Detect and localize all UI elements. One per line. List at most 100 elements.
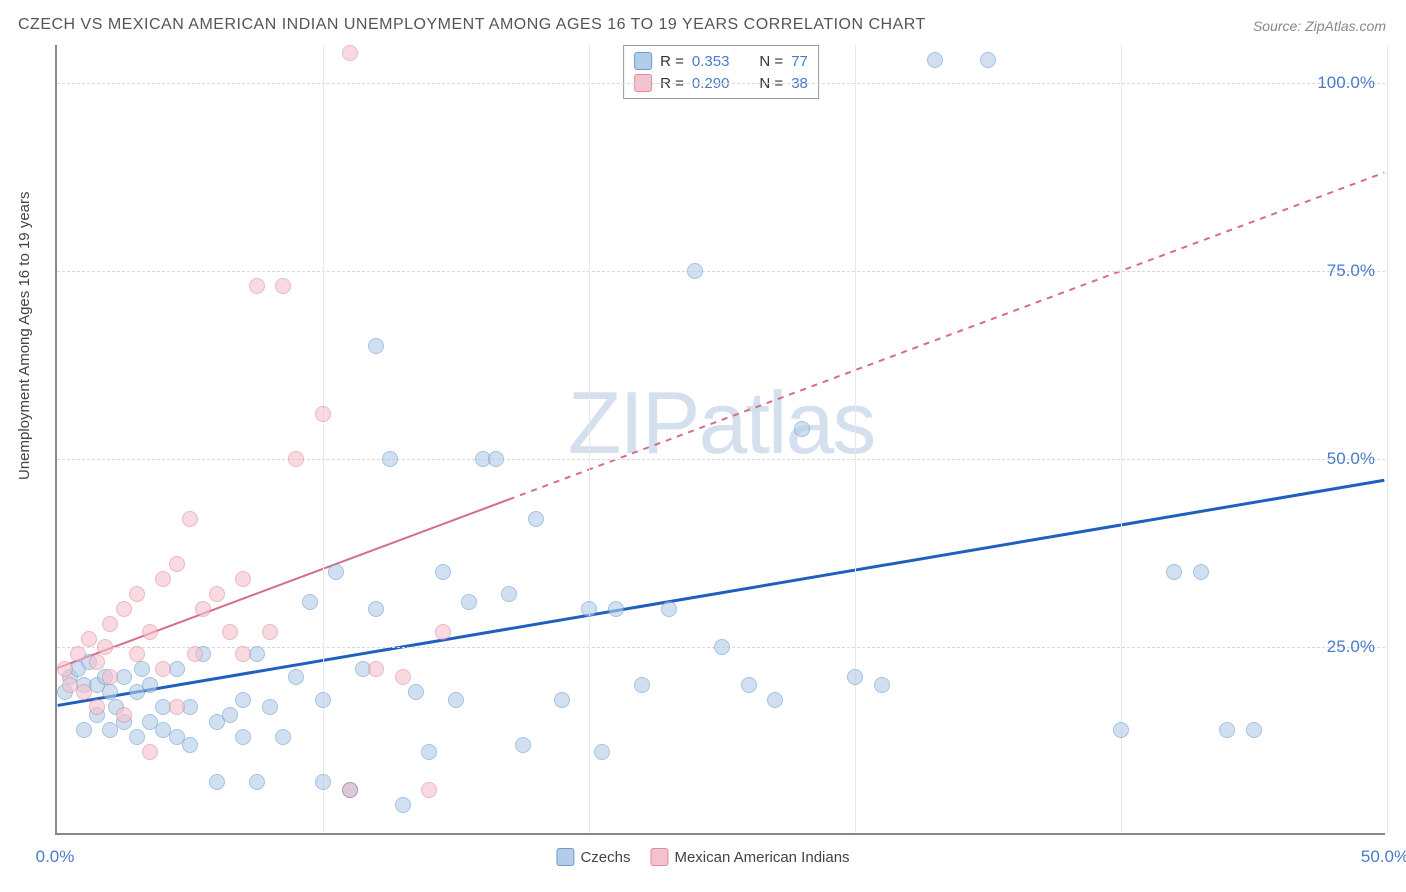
scatter-point: [235, 571, 251, 587]
scatter-point: [395, 669, 411, 685]
r-value: 0.353: [692, 53, 730, 70]
scatter-point: [874, 677, 890, 693]
scatter-point: [1166, 564, 1182, 580]
scatter-point: [155, 571, 171, 587]
series-legend: Czechs Mexican American Indians: [556, 848, 849, 866]
scatter-point: [262, 699, 278, 715]
correlation-chart: CZECH VS MEXICAN AMERICAN INDIAN UNEMPLO…: [0, 0, 1406, 892]
scatter-point: [169, 699, 185, 715]
scatter-point: [129, 586, 145, 602]
scatter-point: [315, 774, 331, 790]
scatter-point: [342, 45, 358, 61]
scatter-point: [927, 52, 943, 68]
scatter-point: [661, 601, 677, 617]
scatter-point: [102, 684, 118, 700]
scatter-point: [129, 646, 145, 662]
scatter-point: [515, 737, 531, 753]
scatter-point: [501, 586, 517, 602]
gridline-horizontal: [57, 83, 1385, 84]
scatter-point: [70, 646, 86, 662]
x-tick-label: 0.0%: [36, 847, 75, 867]
scatter-point: [81, 631, 97, 647]
scatter-point: [488, 451, 504, 467]
scatter-point: [608, 601, 624, 617]
scatter-point: [767, 692, 783, 708]
scatter-point: [634, 677, 650, 693]
scatter-point: [288, 669, 304, 685]
series-legend-label: Mexican American Indians: [674, 849, 849, 866]
gridline-horizontal: [57, 459, 1385, 460]
source-credit: Source: ZipAtlas.com: [1253, 18, 1386, 34]
series-legend-item: Mexican American Indians: [650, 848, 849, 866]
scatter-point: [134, 661, 150, 677]
scatter-point: [142, 624, 158, 640]
scatter-point: [382, 451, 398, 467]
scatter-point: [102, 669, 118, 685]
scatter-point: [368, 661, 384, 677]
scatter-point: [741, 677, 757, 693]
scatter-point: [342, 782, 358, 798]
y-tick-label: 25.0%: [1327, 637, 1375, 657]
gridline-vertical: [589, 45, 590, 833]
scatter-point: [76, 684, 92, 700]
scatter-point: [249, 774, 265, 790]
legend-swatch: [556, 848, 574, 866]
gridline-vertical: [323, 45, 324, 833]
scatter-point: [222, 707, 238, 723]
scatter-point: [142, 677, 158, 693]
scatter-point: [275, 278, 291, 294]
scatter-point: [847, 669, 863, 685]
scatter-point: [116, 601, 132, 617]
scatter-point: [1219, 722, 1235, 738]
legend-swatch: [634, 52, 652, 70]
r-label: R =: [660, 53, 684, 70]
n-value: 77: [791, 53, 808, 70]
y-tick-label: 100.0%: [1317, 73, 1375, 93]
scatter-point: [97, 639, 113, 655]
trendlines-layer: [57, 45, 1385, 833]
scatter-point: [222, 624, 238, 640]
scatter-point: [368, 601, 384, 617]
scatter-point: [1113, 722, 1129, 738]
plot-area: ZIPatlas R =0.353N =77R =0.290N =38 25.0…: [55, 45, 1385, 835]
scatter-point: [461, 594, 477, 610]
scatter-point: [302, 594, 318, 610]
scatter-point: [129, 729, 145, 745]
scatter-point: [687, 263, 703, 279]
scatter-point: [187, 646, 203, 662]
y-tick-label: 75.0%: [1327, 261, 1375, 281]
scatter-point: [448, 692, 464, 708]
scatter-point: [554, 692, 570, 708]
gridline-horizontal: [57, 271, 1385, 272]
scatter-point: [421, 744, 437, 760]
scatter-point: [980, 52, 996, 68]
scatter-point: [89, 699, 105, 715]
legend-swatch: [650, 848, 668, 866]
scatter-point: [195, 601, 211, 617]
scatter-point: [262, 624, 278, 640]
scatter-point: [182, 511, 198, 527]
scatter-point: [408, 684, 424, 700]
gridline-vertical: [855, 45, 856, 833]
scatter-point: [528, 511, 544, 527]
scatter-point: [368, 338, 384, 354]
correlation-legend: R =0.353N =77R =0.290N =38: [623, 45, 819, 99]
scatter-point: [315, 406, 331, 422]
n-label: N =: [759, 53, 783, 70]
scatter-point: [288, 451, 304, 467]
scatter-point: [328, 564, 344, 580]
chart-title: CZECH VS MEXICAN AMERICAN INDIAN UNEMPLO…: [18, 16, 926, 34]
series-legend-label: Czechs: [580, 849, 630, 866]
scatter-point: [155, 661, 171, 677]
scatter-point: [209, 586, 225, 602]
scatter-point: [435, 564, 451, 580]
scatter-point: [209, 774, 225, 790]
scatter-point: [395, 797, 411, 813]
scatter-point: [421, 782, 437, 798]
y-axis-label: Unemployment Among Ages 16 to 19 years: [16, 191, 33, 480]
scatter-point: [235, 729, 251, 745]
gridline-vertical: [1121, 45, 1122, 833]
scatter-point: [794, 421, 810, 437]
scatter-point: [235, 646, 251, 662]
scatter-point: [169, 556, 185, 572]
